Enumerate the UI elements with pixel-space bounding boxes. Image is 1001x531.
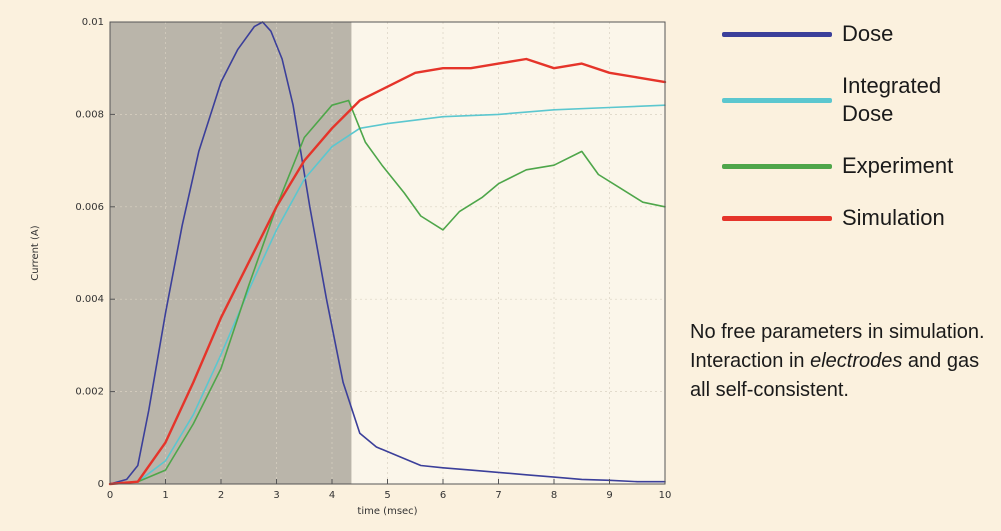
legend-item-simulation: Simulation [722,204,992,232]
legend-label-dose: Dose [842,21,894,46]
annotation-note: No free parameters in simulation. Intera… [690,318,990,405]
legend-item-experiment: Experiment [722,152,992,180]
x-tick-label: 7 [495,490,501,501]
legend-swatch-simulation [722,215,832,221]
y-tick-label: 0.004 [75,294,104,305]
legend-swatch-integrated-dose [722,97,832,103]
y-tick-label: 0.002 [75,387,104,398]
y-tick-label: 0.008 [75,109,104,120]
legend: Dose Integrated Dose Experiment Simulati… [722,20,992,256]
x-tick-label: 2 [218,490,224,501]
y-ticks: 0 0.002 0.004 0.006 0.008 0.01 [75,17,115,490]
note-text-2: and gas all self-consistent. [690,350,980,401]
note-text-1: No free parameters in simulation. Intera… [690,321,985,372]
legend-label-simulation: Simulation [842,205,945,230]
x-tick-label: 3 [273,490,279,501]
chart: 0 1 2 3 4 5 6 7 8 9 10 0 0.002 0.004 0.006 0.008 0.01 t… [30,17,672,517]
shaded-region [110,22,352,484]
legend-item-integrated-dose: Integrated Dose [722,72,992,128]
x-tick-label: 9 [606,490,612,501]
legend-swatch-experiment [722,163,832,169]
y-tick-label: 0.01 [82,17,104,28]
series-line-dose [109,21,666,485]
x-tick-label: 5 [384,490,390,501]
x-tick-label: 1 [162,490,168,501]
legend-label-integrated-dose: Integrated Dose [842,73,942,126]
series-group [108,21,667,486]
x-tick-label: 4 [329,490,335,501]
x-tick-label: 8 [551,490,557,501]
x-tick-label: 0 [107,490,113,501]
legend-swatch-dose [722,31,832,37]
legend-item-dose: Dose [722,20,992,48]
x-tick-label: 10 [659,490,672,501]
series-line-integrated-dose [109,104,666,485]
x-ticks: 0 1 2 3 4 5 6 7 8 9 10 [107,479,672,501]
x-tick-label: 6 [440,490,446,501]
y-tick-label: 0 [98,479,104,490]
series-line-experiment [109,99,666,485]
y-axis-label: Current (A) [30,225,41,280]
series-line-simulation [108,57,667,486]
legend-label-experiment: Experiment [842,153,954,178]
y-tick-label: 0.006 [75,202,104,213]
x-axis-label: time (msec) [357,506,417,517]
note-emphasis: electrodes [810,350,903,372]
